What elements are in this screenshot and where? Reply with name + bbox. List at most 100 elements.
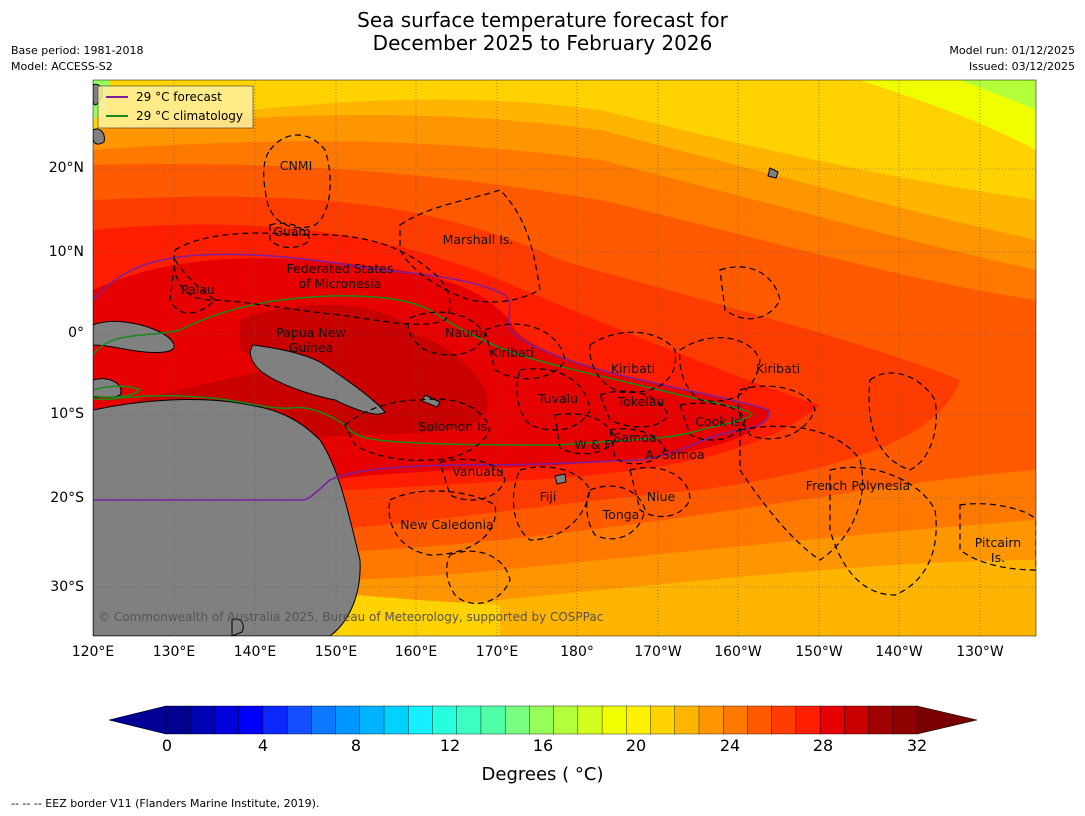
colorbar-cell: [383, 705, 409, 735]
tasmania: [231, 618, 244, 636]
colorbar-cell: [650, 705, 676, 735]
label-pitcairn-line2: Is.: [991, 550, 1005, 565]
lat-label-30s: 30°S: [50, 579, 84, 595]
lon-label-130w: 130°W: [956, 644, 1004, 660]
label-fiji: Fiji: [540, 489, 557, 504]
colorbar-cell: [626, 705, 652, 735]
colorbar-cell: [553, 705, 579, 735]
label-cnmi: CNMI: [280, 158, 313, 173]
label-american-samoa: A. Samoa: [645, 447, 704, 462]
colorbar-cell: [529, 705, 555, 735]
label-tuvalu: Tuvalu: [537, 391, 578, 406]
copyright-text: © Commonwealth of Australia 2025, Bureau…: [98, 610, 603, 624]
lat-label-20n: 20°N: [48, 160, 84, 176]
colorbar-cell: [214, 705, 240, 735]
solomon-islands: [421, 394, 441, 408]
colorbar-tick-4: 4: [257, 736, 269, 755]
colorbar-cell: [262, 705, 288, 735]
label-tokelau: Tokelau: [617, 394, 665, 409]
colorbar-cell: [698, 705, 724, 735]
colorbar-cell: [747, 705, 773, 735]
colorbar-cell: [335, 705, 361, 735]
colorbar-tick-20: 20: [625, 736, 647, 755]
lon-label-160w: 160°W: [714, 644, 762, 660]
label-kiribati-central: Kiribati: [611, 361, 655, 376]
legend-forecast-label: 29 °C forecast: [136, 90, 222, 104]
sst-band-22-north: [93, 80, 1036, 200]
title-line-2: December 2025 to February 2026: [372, 31, 713, 55]
sst-band-20-north: [860, 80, 1036, 150]
forecast-29c-line: [93, 253, 770, 501]
lat-label-10s: 10°S: [50, 406, 84, 422]
model-run: Model run: 01/12/2025: [949, 44, 1075, 57]
label-new-caledonia: New Caledonia: [400, 517, 493, 532]
label-kiribati-west: Kiribati: [490, 345, 534, 360]
label-png-line2: Guinea: [289, 340, 333, 355]
colorbar-tick-32: 32: [906, 736, 928, 755]
colorbar-high-extension: [916, 705, 978, 735]
colorbar-cell: [819, 705, 845, 735]
lon-label-150w: 150°W: [795, 644, 843, 660]
map-legend: 29 °C forecast 29 °C climatology: [97, 85, 254, 129]
colorbar-tick-28: 28: [812, 736, 834, 755]
title-line-1: Sea surface temperature forecast for: [357, 8, 728, 32]
colorbar-cell: [868, 705, 894, 735]
legend-box: [97, 85, 254, 129]
eez-borders: [169, 134, 1036, 604]
colorbar-tick-16: 16: [532, 736, 554, 755]
legend-climatology-label: 29 °C climatology: [136, 109, 243, 123]
colorbar-cell: [165, 705, 191, 735]
colorbar-cell: [771, 705, 797, 735]
colorbar-cell: [359, 705, 385, 735]
colorbar-cell: [286, 705, 312, 735]
colorbar-cell: [504, 705, 530, 735]
issued-date: Issued: 03/12/2025: [968, 60, 1075, 73]
colorbar-tick-0: 0: [161, 736, 173, 755]
hawaii: [767, 167, 779, 179]
colorbar-cell: [190, 705, 215, 735]
colorbar-cell: [408, 705, 433, 735]
sst-band-18-north: [960, 80, 1036, 110]
label-wallis-futuna: W & F: [574, 437, 611, 452]
label-palau: Palau: [181, 282, 215, 297]
label-guam: Guam: [273, 224, 310, 239]
indonesia-north: [93, 320, 175, 354]
map-panel: CNMI Guam Marshall Is. Federated States …: [93, 80, 1036, 636]
colorbar-cell: [432, 705, 458, 735]
colorbar-low-extension: [108, 705, 167, 735]
lon-label-170e: 170°E: [475, 644, 519, 660]
colorbar-cell: [311, 705, 337, 735]
label-kiribati-east: Kiribati: [756, 361, 800, 376]
colorbar-cell: [480, 705, 506, 735]
label-fsm-line1: Federated States: [287, 261, 394, 276]
label-marshall: Marshall Is.: [443, 232, 514, 247]
lat-label-20s: 20°S: [50, 490, 84, 506]
colorbar-tick-8: 8: [350, 736, 362, 755]
model-name: Model: ACCESS-S2: [11, 60, 113, 73]
eez-footnote: -- -- -- EEZ border V11 (Flanders Marine…: [11, 797, 320, 810]
lon-label-170w: 170°W: [634, 644, 682, 660]
label-samoa: Samoa: [613, 430, 656, 445]
label-solomon: Solomon Is.: [419, 419, 492, 434]
label-niue: Niue: [647, 489, 676, 504]
label-fsm-line2: of Micronesia: [299, 276, 382, 291]
label-french-polynesia: French Polynesia: [806, 478, 910, 493]
fiji-islands: [554, 473, 567, 485]
climatology-29c-line-west: [93, 385, 142, 398]
lon-label-160e: 160°E: [394, 644, 438, 660]
colorbar-tick-24: 24: [719, 736, 741, 755]
colorbar-cell: [892, 705, 918, 735]
lon-label-180: 180°: [560, 644, 594, 660]
new-guinea: [249, 344, 386, 415]
colorbar-cell: [795, 705, 821, 735]
australia: [93, 399, 361, 636]
graticule: [93, 80, 1036, 636]
lon-label-150e: 150°E: [314, 644, 358, 660]
philippines-south: [93, 128, 105, 145]
colorbar-cell: [722, 705, 748, 735]
colorbar: [108, 705, 978, 735]
colorbar-tick-12: 12: [439, 736, 461, 755]
lon-label-120e: 120°E: [71, 644, 115, 660]
label-nauru: Nauru: [445, 325, 483, 340]
